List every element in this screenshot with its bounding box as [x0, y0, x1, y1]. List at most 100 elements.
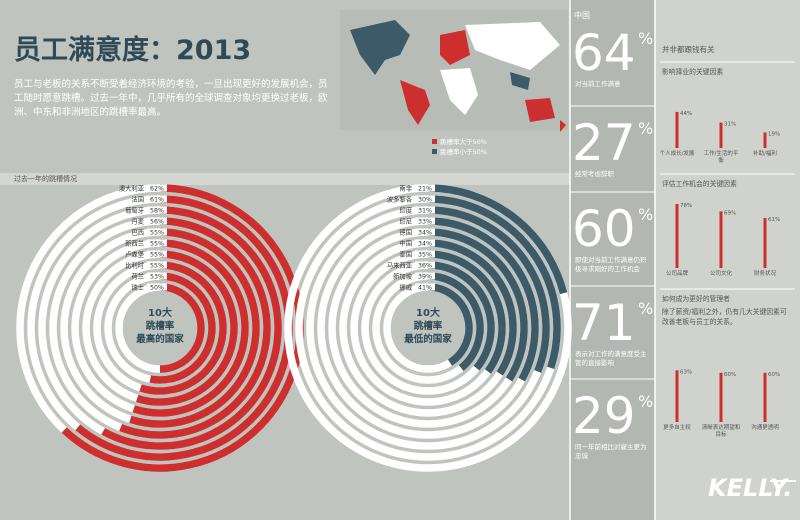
- world-map: [340, 10, 568, 132]
- legend-swatch: [432, 149, 437, 154]
- ring-value: 53%: [150, 273, 164, 280]
- factor-bar: [763, 217, 767, 268]
- ring-name: 中国: [399, 238, 412, 247]
- value-box: [415, 283, 435, 291]
- stat-number: 27: [572, 114, 636, 172]
- ring-name: 葡萄牙: [125, 205, 144, 214]
- ring-name: 印尼: [399, 217, 412, 225]
- factor-bar: [763, 372, 767, 422]
- right-panel: [655, 0, 800, 520]
- factor-name: 个人成长/发展: [659, 151, 695, 157]
- stat-text: 对当前工作满意: [575, 80, 621, 88]
- factor-value: 31%: [724, 122, 736, 128]
- ring-name: 法国: [131, 194, 144, 203]
- factor-bar: [763, 132, 767, 148]
- stat-number: 71: [572, 294, 636, 352]
- factor-name: 清晰表达期望和目标: [701, 425, 741, 438]
- ring-center-label: 跳槽率: [414, 320, 443, 332]
- value-box: [415, 272, 435, 280]
- factor-value: 61%: [768, 217, 780, 223]
- factor-bar: [719, 211, 723, 268]
- factor-value: 63%: [680, 369, 692, 375]
- factor-bar: [675, 111, 679, 148]
- ring-center-label: 最低的国家: [404, 333, 452, 345]
- factor-value: 78%: [680, 203, 692, 209]
- china-title: 中国: [574, 11, 590, 20]
- value-box: [415, 239, 435, 247]
- value-box: [147, 261, 167, 269]
- ring-value: 55%: [150, 251, 164, 258]
- ring-value: 39%: [418, 273, 432, 280]
- value-box: [415, 206, 435, 214]
- ring-arc: [427, 184, 568, 295]
- ring-arc: [149, 272, 216, 384]
- value-box: [415, 217, 435, 225]
- ring-value: 21%: [418, 185, 432, 192]
- ring-value: 33%: [418, 218, 432, 225]
- ring-value: 56%: [150, 218, 164, 225]
- factor-name: 财务状况: [753, 271, 776, 277]
- ring-name: 挪威: [399, 282, 412, 291]
- ring-name: 丹麦: [131, 216, 144, 225]
- value-box: [415, 261, 435, 269]
- ring-arc: [427, 195, 561, 370]
- factor-value: 60%: [768, 372, 780, 378]
- factor-name: 更多自主权: [663, 425, 691, 431]
- ring-name: 澳大利亚: [119, 183, 145, 192]
- ring-value: 55%: [150, 229, 164, 236]
- value-box: [147, 272, 167, 280]
- ring-name: 瑞士: [131, 282, 144, 291]
- value-box: [415, 228, 435, 236]
- stat-unit: %: [638, 205, 653, 224]
- factor-value: 19%: [768, 131, 780, 137]
- ring-arc: [427, 206, 550, 373]
- legend-label: 跳槽率小于50%: [440, 147, 487, 156]
- ring-name: 荷兰: [131, 271, 144, 280]
- ring-value: 61%: [150, 196, 164, 203]
- ring-arc: [119, 217, 271, 439]
- ring-arc: [132, 239, 249, 417]
- stat-unit: %: [638, 119, 653, 138]
- factor-name: 工作/生活的平衡: [703, 151, 739, 164]
- stat-number: 29: [572, 387, 636, 445]
- ring-value: 30%: [418, 196, 432, 203]
- ring-arc: [427, 239, 517, 376]
- title: 员工满意度：2013: [14, 35, 252, 66]
- group-title: 如何成为更好的管理者: [662, 295, 730, 303]
- ring-value: 35%: [418, 251, 432, 258]
- factor-value: 69%: [724, 210, 736, 216]
- ring-arc: [139, 261, 227, 395]
- ring-value: 55%: [150, 240, 164, 247]
- stat-unit: %: [638, 392, 653, 411]
- ring-value: 50%: [150, 284, 164, 291]
- factors-title: 并非都跟钱有关: [662, 45, 715, 54]
- factor-value: 60%: [724, 372, 736, 378]
- ring-arc: [129, 228, 260, 428]
- value-box: [147, 283, 167, 291]
- ring-arc: [427, 217, 539, 382]
- legend-swatch: [432, 139, 437, 144]
- stat-unit: %: [638, 29, 653, 48]
- section-label: 过去一年的跳槽情况: [14, 175, 77, 183]
- section-band: [0, 173, 570, 185]
- stat-text: 同一年前相比对雇主更为忠诚: [575, 443, 647, 460]
- ring-arc: [427, 272, 484, 371]
- ring-arc: [427, 283, 473, 366]
- value-box: [147, 250, 167, 258]
- value-box: [147, 184, 167, 192]
- factor-bar: [675, 370, 679, 422]
- factor-bar: [719, 122, 723, 148]
- value-box: [415, 250, 435, 258]
- ring-value: 62%: [150, 185, 164, 192]
- factor-name: 公司品牌: [665, 271, 688, 277]
- stat-number: 64: [572, 24, 636, 82]
- ring-name: 比利时: [125, 260, 145, 269]
- factor-name: 公司文化: [709, 271, 732, 277]
- ring-arc: [427, 261, 495, 371]
- value-box: [147, 228, 167, 236]
- ring-value: 58%: [150, 207, 164, 214]
- ring-value: 31%: [418, 207, 432, 214]
- stat-text: 表示对工作的满意度受主管的直接影响: [575, 350, 647, 367]
- value-box: [415, 184, 435, 192]
